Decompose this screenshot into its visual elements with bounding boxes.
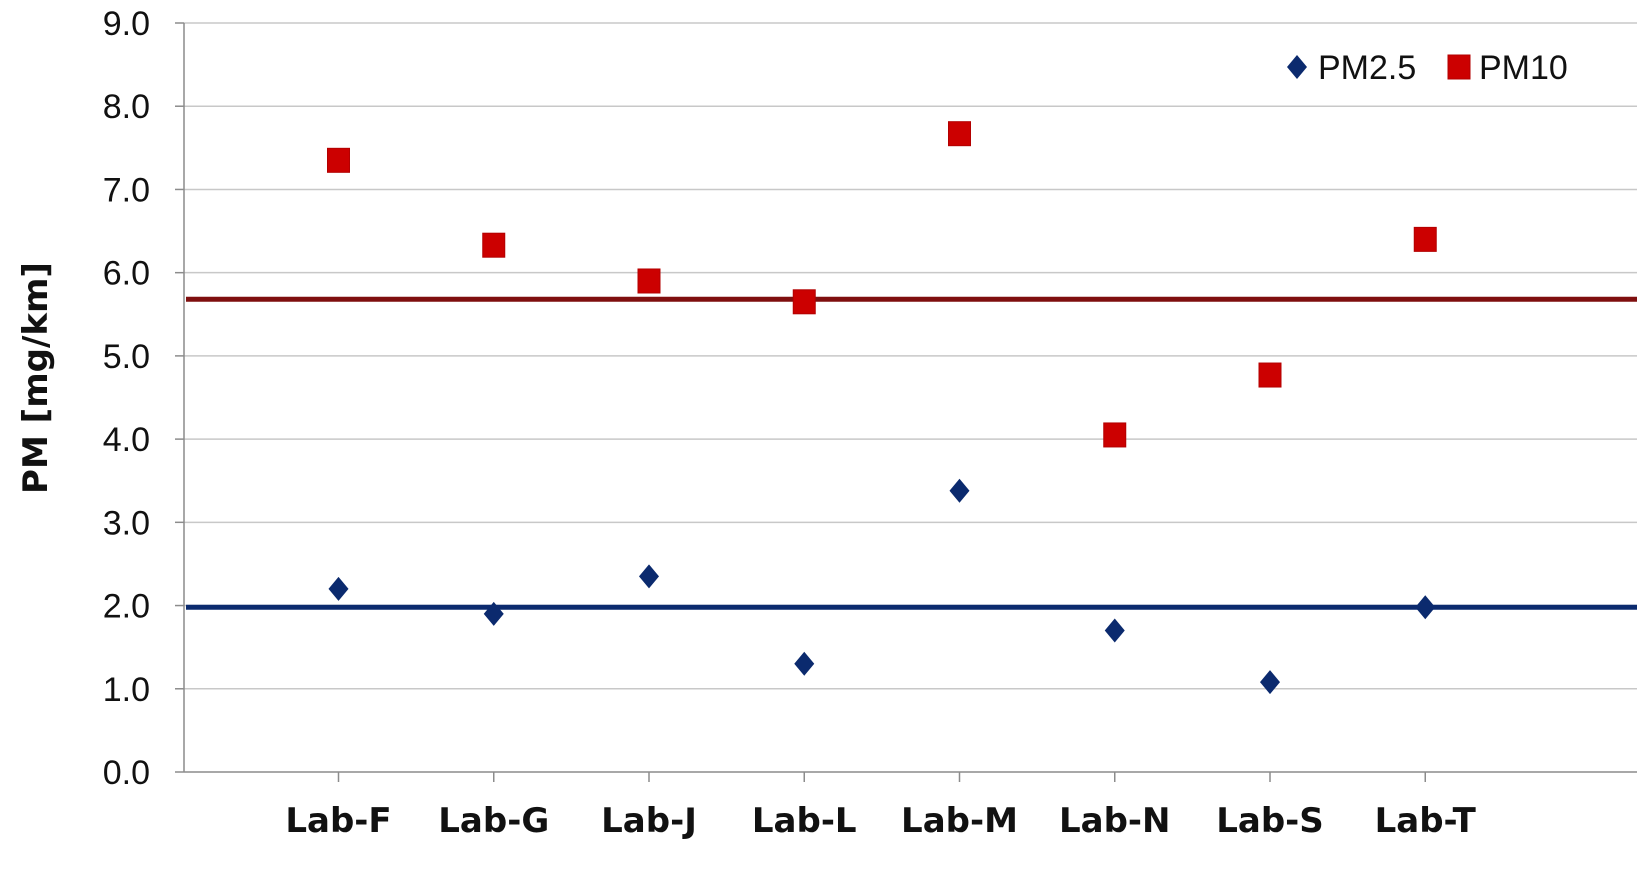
point-pm25 xyxy=(1104,618,1125,643)
y-tick-label: 1.0 xyxy=(103,671,150,709)
point-pm10 xyxy=(482,232,506,258)
point-pm10 xyxy=(792,289,816,315)
point-pm10 xyxy=(327,147,350,173)
y-tick-label: 8.0 xyxy=(103,88,150,126)
x-tick-label: Lab-T xyxy=(1375,801,1477,841)
point-pm25 xyxy=(794,651,815,676)
y-tick-label: 0.0 xyxy=(103,754,150,792)
x-tick-label: Lab-N xyxy=(1059,801,1171,841)
x-tick-label: Lab-M xyxy=(901,801,1018,841)
y-axis-title: PM [mg/km] xyxy=(16,262,56,494)
point-pm25 xyxy=(1415,595,1436,620)
legend-label-pm25: PM2.5 xyxy=(1318,49,1416,87)
x-tick-label: Lab-S xyxy=(1216,801,1324,841)
point-pm25 xyxy=(483,601,504,626)
point-pm10 xyxy=(637,268,661,294)
point-pm25 xyxy=(1260,670,1280,695)
point-pm25 xyxy=(949,478,970,503)
point-pm25 xyxy=(639,564,659,589)
y-tick-label: 5.0 xyxy=(103,338,150,376)
y-tick-label: 4.0 xyxy=(103,421,150,459)
point-pm10 xyxy=(948,121,971,147)
y-tick-labels: 0.0 1.0 2.0 3.0 4.0 5.0 6.0 7.0 8.0 9.0 xyxy=(103,5,150,792)
x-tick-label: Lab-J xyxy=(601,801,697,841)
point-pm25 xyxy=(328,576,349,601)
x-tick-label: Lab-F xyxy=(285,801,391,841)
y-tick-label: 3.0 xyxy=(103,504,150,542)
legend-marker-pm10 xyxy=(1447,54,1471,80)
axes xyxy=(175,22,1637,782)
reference-lines xyxy=(186,296,1637,610)
point-pm10 xyxy=(1413,226,1437,252)
x-tick-label: Lab-G xyxy=(438,801,549,841)
legend: PM2.5 PM10 xyxy=(1287,49,1568,87)
x-tick-labels: Lab-F Lab-G Lab-J Lab-L Lab-M Lab-N Lab-S Lab-T xyxy=(285,801,1476,841)
y-tick-label: 9.0 xyxy=(103,5,150,43)
data-points xyxy=(327,121,1437,695)
point-pm10 xyxy=(1103,422,1127,448)
x-tick-label: Lab-L xyxy=(752,801,857,841)
y-tick-label: 2.0 xyxy=(103,588,150,626)
y-tick-label: 6.0 xyxy=(103,255,150,293)
y-tick-label: 7.0 xyxy=(103,171,150,209)
legend-label-pm10: PM10 xyxy=(1479,49,1568,87)
legend-marker-pm25 xyxy=(1287,55,1307,79)
point-pm10 xyxy=(1258,362,1282,388)
gridlines xyxy=(184,22,1637,690)
